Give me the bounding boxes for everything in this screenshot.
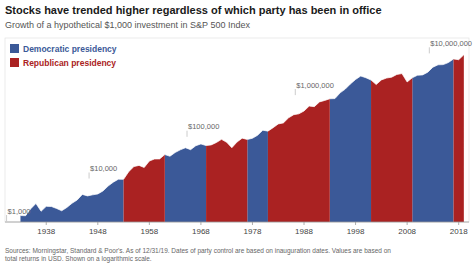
annotation: $1,000,000 <box>296 81 334 90</box>
legend-swatch <box>10 44 19 53</box>
x-tick <box>355 222 356 225</box>
subtitle: Growth of a hypothetical $1,000 investme… <box>5 20 250 30</box>
x-tick <box>149 222 150 225</box>
x-tick-label: 2008 <box>398 227 416 236</box>
footnote: Sources: Morningstar, Standard & Poor's.… <box>5 247 391 263</box>
x-tick-label: 1948 <box>89 227 107 236</box>
x-tick-label: 1958 <box>140 227 158 236</box>
legend-entry: Democratic presidency <box>23 44 117 54</box>
background <box>0 0 474 265</box>
x-tick <box>200 222 201 225</box>
plot-frame <box>5 38 469 222</box>
title: Stocks have trended higher regardless of… <box>5 4 382 16</box>
legend-swatch <box>10 58 19 67</box>
area-line <box>124 55 464 180</box>
x-tick <box>407 222 408 225</box>
annotation: $10,000 <box>90 164 117 173</box>
plot-area <box>20 55 463 222</box>
legend-entry: Republican presidency <box>23 58 116 68</box>
x-tick-label: 1998 <box>347 227 365 236</box>
area <box>124 55 464 222</box>
annotation-tick <box>6 215 7 221</box>
x-axis-line <box>5 222 469 223</box>
x-tick <box>46 222 47 225</box>
annotation-tick <box>89 172 90 178</box>
annotation: $100,000 <box>188 122 219 131</box>
x-tick <box>252 222 253 225</box>
x-tick <box>458 222 459 225</box>
x-tick-label: 1978 <box>244 227 262 236</box>
x-tick-label: 1938 <box>37 227 55 236</box>
x-tick <box>97 222 98 225</box>
annotation: $10,000,000 <box>430 39 472 48</box>
x-tick-label: 1988 <box>295 227 313 236</box>
chart: Stocks have trended higher regardless of… <box>0 0 474 265</box>
annotation-tick <box>187 131 188 137</box>
annotation-tick <box>295 89 296 95</box>
x-tick <box>304 222 305 225</box>
x-tick-label: 2018 <box>450 227 468 236</box>
annotation-tick <box>429 47 430 53</box>
annotation: $1,000 <box>8 207 31 216</box>
legend: Democratic presidency Republican presiden… <box>10 44 117 68</box>
x-tick-label: 1968 <box>192 227 210 236</box>
